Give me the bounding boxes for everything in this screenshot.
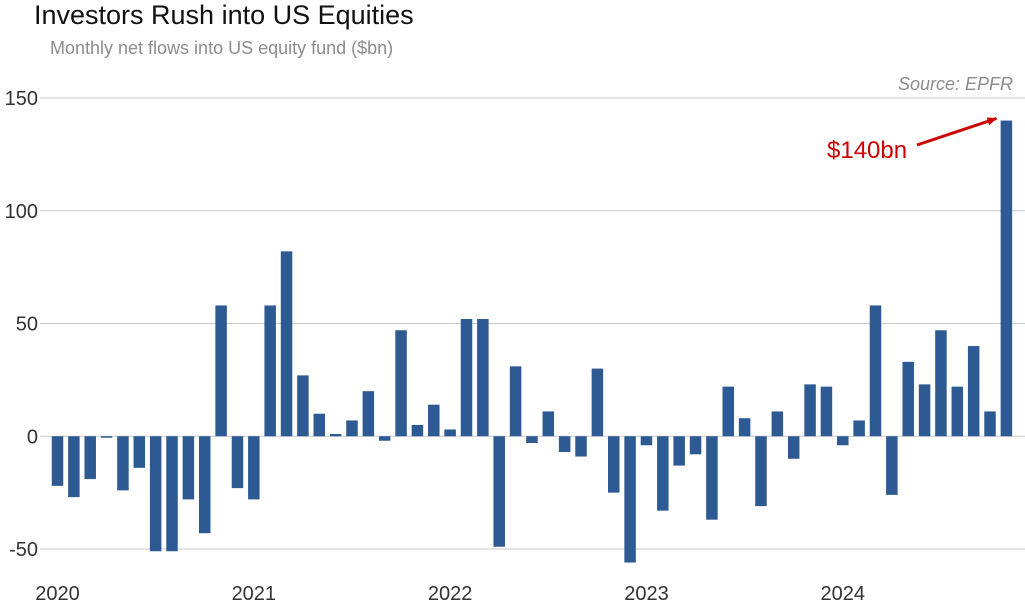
bar — [313, 413, 326, 437]
bar — [346, 420, 358, 437]
bar — [787, 436, 800, 459]
bars-group — [51, 120, 1013, 563]
bar — [918, 384, 931, 437]
chart-title: Investors Rush into US Equities — [34, 0, 414, 30]
annotation-label: $140bn — [827, 137, 907, 164]
annotation-arrow — [916, 117, 998, 147]
bar — [264, 305, 276, 437]
bar — [362, 391, 375, 437]
bar — [68, 436, 80, 498]
bar — [755, 436, 767, 507]
bar — [215, 305, 227, 437]
bar — [411, 424, 424, 437]
bar — [1000, 120, 1013, 437]
bar — [657, 436, 669, 511]
y-tick-label: 0 — [27, 426, 38, 448]
bar — [477, 318, 489, 437]
bar — [248, 436, 260, 500]
y-tick-label: 100 — [5, 201, 38, 223]
bar — [935, 330, 947, 437]
bar — [117, 436, 129, 491]
bar — [673, 436, 685, 466]
bar — [395, 330, 407, 437]
chart-subtitle: Monthly net flows into US equity fund ($… — [50, 38, 394, 58]
bar — [280, 251, 293, 437]
bar — [640, 436, 653, 446]
bar — [378, 436, 391, 441]
bar — [198, 436, 211, 534]
bar — [902, 361, 914, 437]
bar — [738, 418, 751, 437]
y-tick-label: 150 — [5, 88, 38, 110]
bar — [231, 436, 244, 489]
bar — [575, 436, 587, 457]
x-tick-label: 2023 — [624, 583, 669, 603]
bar — [591, 368, 604, 437]
x-tick-label: 2021 — [232, 583, 277, 603]
bar — [166, 436, 178, 552]
bar — [624, 436, 636, 563]
bar — [886, 436, 898, 495]
bar — [460, 318, 473, 437]
x-tick-label: 2022 — [428, 583, 473, 603]
bar — [869, 305, 882, 437]
bar — [493, 436, 505, 547]
bar — [84, 436, 96, 480]
y-tick-label: -50 — [9, 539, 38, 561]
bar — [984, 411, 996, 437]
bar — [820, 386, 833, 437]
bar — [542, 411, 555, 437]
bar — [853, 420, 865, 437]
bar — [967, 346, 980, 437]
bar — [706, 436, 718, 520]
bar — [509, 366, 522, 437]
bar — [133, 436, 146, 468]
bar — [558, 436, 571, 453]
bar — [297, 375, 309, 437]
bar — [607, 436, 620, 493]
annotation: $140bn — [827, 117, 998, 164]
bar — [837, 436, 849, 446]
bar — [100, 436, 113, 438]
bar — [444, 429, 456, 437]
bar — [51, 436, 64, 486]
bar — [722, 386, 735, 437]
bar — [689, 436, 702, 455]
bar — [428, 404, 440, 437]
source-note: Source: EPFR — [898, 74, 1013, 94]
bar — [182, 436, 195, 500]
y-axis: 150 100 50 0 -50 — [5, 88, 38, 561]
bar — [951, 386, 964, 437]
bar — [329, 434, 342, 437]
x-tick-label: 2020 — [35, 583, 80, 603]
bar — [526, 436, 538, 444]
x-tick-label: 2024 — [821, 583, 866, 603]
y-tick-label: 50 — [16, 314, 38, 336]
bar — [771, 411, 784, 437]
x-axis: 2020 2021 2022 2023 2024 — [35, 583, 865, 603]
bar — [149, 436, 162, 552]
bar — [804, 384, 816, 437]
